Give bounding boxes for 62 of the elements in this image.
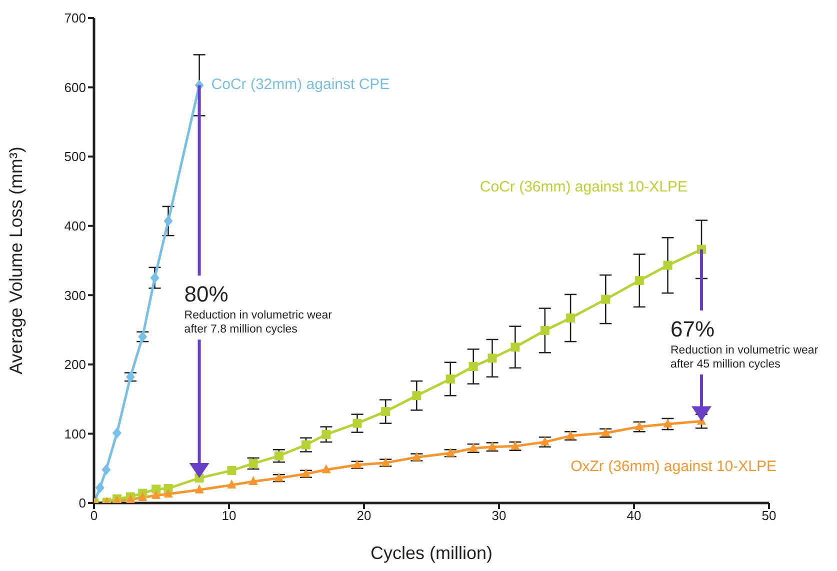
- y-tick-label: 0: [78, 496, 86, 511]
- point: [540, 326, 550, 335]
- y-axis-title: Average Volume Loss (mm³): [6, 146, 26, 374]
- series-label: OxZr (36mm) against 10-XLPE: [570, 458, 776, 476]
- y-tick-label: 300: [64, 288, 86, 303]
- point: [468, 362, 478, 372]
- y-tick-label: 400: [64, 218, 86, 234]
- y-tick-label: 100: [64, 426, 86, 442]
- point: [352, 418, 362, 428]
- point: [634, 421, 644, 430]
- annotation: 80% Reduction in volumetric wear after 7.8 million cycles: [184, 282, 332, 336]
- point: [381, 457, 390, 466]
- series-label: CoCr (32mm) against CPE: [211, 76, 390, 94]
- point: [227, 466, 236, 475]
- x-tick-label: 40: [626, 508, 642, 524]
- point: [601, 294, 610, 304]
- point: [150, 272, 160, 284]
- x-tick-label: 50: [762, 508, 776, 524]
- point: [566, 314, 576, 323]
- point: [322, 430, 331, 439]
- point: [566, 430, 576, 440]
- point: [663, 418, 672, 428]
- point: [112, 428, 122, 439]
- point: [138, 331, 148, 342]
- annotation: 67% Reduction in volumetric wear after 45 million cycles: [670, 316, 818, 370]
- x-tick-label: 10: [222, 508, 236, 524]
- point: [510, 342, 520, 352]
- point: [164, 488, 173, 498]
- point: [488, 354, 497, 363]
- point: [446, 374, 455, 384]
- point: [152, 484, 161, 494]
- point: [227, 479, 236, 488]
- point: [138, 492, 148, 501]
- point: [126, 371, 135, 382]
- point: [446, 448, 455, 457]
- point: [194, 484, 204, 494]
- point: [95, 482, 104, 494]
- point: [322, 464, 331, 474]
- point: [381, 407, 390, 416]
- point: [102, 464, 111, 476]
- x-tick-label: 0: [90, 508, 98, 524]
- point: [663, 260, 672, 270]
- point: [164, 216, 173, 227]
- point: [152, 490, 161, 499]
- text: CoCr (36mm) against 10-XLPE: [480, 178, 688, 196]
- y-tick-label: 600: [64, 80, 86, 95]
- y-tick-label: 200: [64, 357, 86, 372]
- point: [301, 468, 310, 478]
- x-tick-label: 30: [492, 508, 506, 524]
- point: [274, 472, 284, 482]
- point: [540, 436, 550, 446]
- point: [352, 459, 362, 468]
- point: [634, 276, 644, 286]
- point: [412, 452, 422, 461]
- x-tick-label: 20: [356, 508, 372, 524]
- point: [412, 391, 422, 400]
- point: [301, 440, 310, 450]
- x-axis-title: Cycles (million): [370, 543, 493, 563]
- point: [274, 451, 284, 460]
- y-tick-label: 700: [64, 10, 86, 26]
- y-tick-label: 500: [64, 149, 86, 164]
- point: [248, 476, 258, 486]
